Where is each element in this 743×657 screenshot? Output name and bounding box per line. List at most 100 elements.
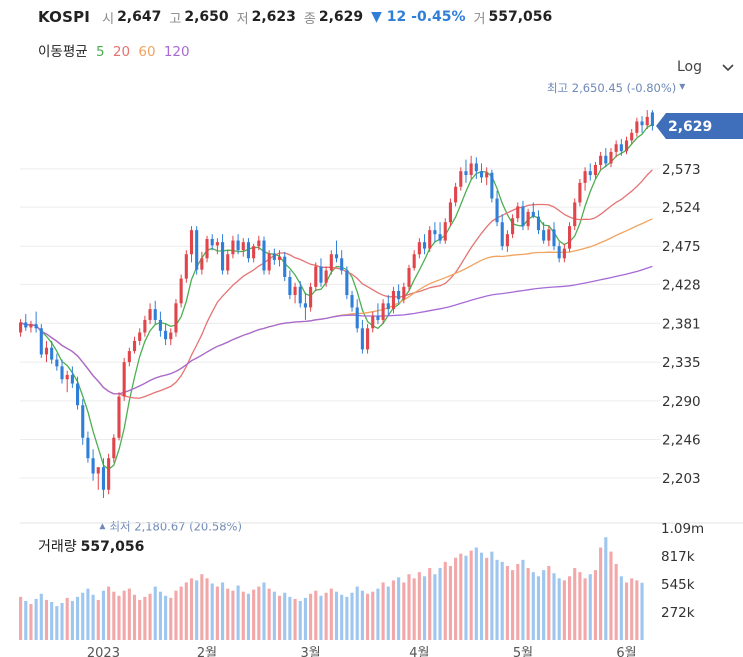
volume-bar	[70, 600, 74, 640]
volume-bar	[309, 593, 313, 640]
candle	[397, 290, 401, 300]
candle	[112, 437, 116, 459]
candle	[189, 230, 194, 255]
volume-bar	[24, 600, 28, 640]
volume-bar	[29, 604, 33, 640]
volume-bar	[277, 595, 282, 640]
x-tick-label: 3월	[300, 646, 320, 657]
candle	[29, 324, 33, 328]
x-tick-label: 6월	[616, 646, 636, 657]
volume-bar	[567, 576, 572, 640]
volume-bar	[272, 591, 276, 640]
volume-bar	[246, 593, 251, 640]
candle	[184, 254, 188, 279]
change-value: ▼ 12 -0.45%	[371, 9, 466, 25]
candle	[490, 172, 494, 199]
volume-bar	[314, 590, 318, 640]
candle	[76, 383, 80, 406]
volume-bar	[402, 582, 406, 640]
candle	[277, 256, 282, 260]
high-value: 2,650	[184, 9, 229, 25]
candle	[179, 278, 183, 304]
volume-bar	[479, 552, 484, 640]
volume-bar	[573, 568, 577, 640]
volume-bar	[635, 580, 639, 640]
volume-bar	[293, 598, 297, 640]
candle	[500, 222, 504, 247]
volume-bar	[428, 568, 432, 640]
candle	[288, 276, 292, 296]
volume-bar	[132, 594, 137, 640]
x-tick-label: 5월	[513, 646, 533, 657]
volume-bar	[283, 592, 287, 640]
candle	[454, 186, 458, 203]
candle	[516, 206, 520, 219]
candle	[19, 322, 23, 333]
volume-bar	[76, 596, 80, 640]
open-value: 2,647	[117, 9, 162, 25]
candle	[350, 295, 354, 308]
moving-average-legend[interactable]: 이동평균 5 20 60 120	[38, 40, 194, 60]
moving-average-label: 이동평균	[38, 44, 88, 60]
high-annotation-label: 최고 2,650.45 (-0.80%)	[547, 81, 676, 95]
candle	[474, 163, 478, 172]
ma-20: 20	[112, 44, 131, 60]
volume-bar	[500, 561, 504, 640]
candle	[174, 303, 178, 333]
x-tick-label: 2월	[197, 646, 217, 657]
volume-bar	[495, 559, 499, 640]
candle	[262, 240, 266, 271]
y-tick-label: 2,290	[662, 394, 701, 410]
candle	[495, 198, 499, 223]
chevron-down-icon[interactable]	[722, 62, 734, 74]
candle	[34, 324, 38, 329]
volume-bar	[288, 596, 292, 640]
volume-bar	[469, 550, 473, 640]
candle	[526, 211, 530, 227]
volume-bar	[624, 582, 629, 640]
candle	[340, 258, 344, 271]
candle	[402, 286, 406, 300]
volume-bar	[345, 596, 349, 640]
volume-bar	[262, 582, 266, 640]
volume-bar	[55, 606, 59, 640]
volume-bar	[122, 590, 126, 640]
candle	[96, 467, 100, 474]
candle	[505, 234, 509, 247]
log-scale-toggle[interactable]: Log	[677, 59, 703, 75]
candle	[55, 359, 59, 367]
volume-bar	[153, 586, 157, 640]
volume-bar	[557, 578, 561, 640]
candle	[366, 328, 370, 350]
candle	[246, 242, 251, 259]
candle	[107, 458, 111, 490]
volume-bar	[148, 593, 152, 640]
volume-bar	[241, 591, 245, 640]
volume-bar	[355, 586, 359, 640]
volume-bar	[526, 568, 530, 640]
volume-panel-label: 거래량	[38, 539, 77, 555]
volume-bar	[184, 582, 188, 640]
candle	[236, 240, 240, 251]
volume-bar	[578, 572, 582, 640]
candle	[303, 303, 307, 308]
candle	[609, 151, 613, 164]
low-marker-icon	[99, 523, 106, 530]
candle	[70, 374, 74, 384]
volume-bar	[303, 597, 307, 640]
moving-average-line-120	[20, 265, 653, 395]
candle	[635, 121, 639, 133]
candle	[619, 144, 623, 152]
volume-bar	[604, 537, 608, 640]
volume-bar	[267, 588, 271, 640]
volume-bar	[614, 563, 618, 640]
volume-tick-label: 545k	[661, 577, 695, 593]
current-price-tag	[656, 113, 743, 139]
volume-bar	[417, 572, 421, 640]
volume-bar	[65, 597, 69, 640]
low-value: 2,623	[251, 9, 296, 25]
candle	[422, 242, 427, 249]
candle	[298, 286, 302, 304]
volume-bar	[443, 561, 447, 640]
